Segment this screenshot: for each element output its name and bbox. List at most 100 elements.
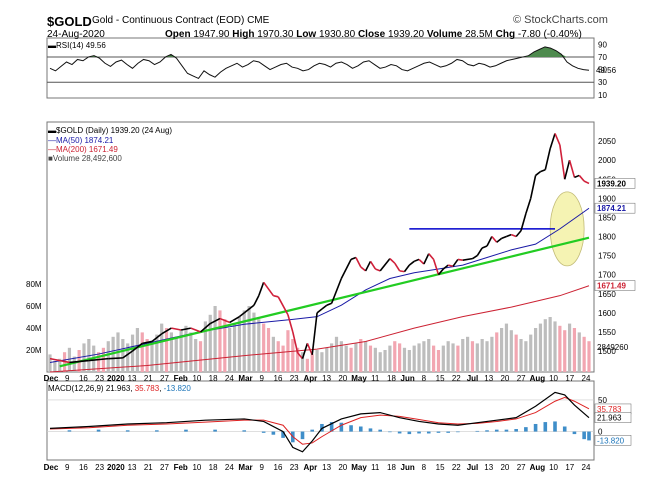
x-tick-label-bottom: 16	[79, 463, 88, 472]
volume-bar	[470, 341, 475, 372]
volume-bar	[271, 336, 275, 372]
price-segment	[408, 260, 415, 266]
price-segment	[574, 174, 580, 179]
signal-val: 35.783	[134, 384, 160, 393]
volume-bar	[344, 345, 348, 372]
volume-bar	[266, 328, 271, 372]
ma200-legend: —MA(200) 1671.49	[48, 145, 118, 154]
macd-hist-bar	[485, 430, 489, 432]
price-segment	[583, 180, 590, 185]
macd-hist-bar	[388, 431, 392, 433]
x-tick-label-bottom: Jun	[401, 463, 415, 472]
volume-bar	[412, 345, 416, 372]
volume-bar	[296, 347, 300, 372]
volume-bar	[67, 347, 72, 372]
x-tick-label-bottom: 15	[436, 463, 445, 472]
volume-bar	[208, 314, 212, 372]
volume-bar	[524, 341, 528, 372]
volume-bar	[393, 341, 397, 372]
volume-bar	[286, 330, 290, 372]
rsi-line	[49, 46, 590, 80]
volume-bar	[237, 317, 241, 372]
instrument-desc: Gold - Continuous Contract (EOD)	[92, 15, 245, 26]
ohlc-row: Open 1947.90 High 1970.30 Low 1930.80 Cl…	[165, 29, 582, 40]
x-tick-label-bottom: 22	[452, 463, 461, 472]
x-tick-label-bottom: 18	[387, 463, 396, 472]
x-tick-label-top: Feb	[174, 374, 188, 383]
x-tick-label-top: 16	[79, 374, 88, 383]
x-tick-label-top: Mar	[238, 374, 252, 383]
x-tick-label-bottom: 13	[484, 463, 493, 472]
price-segment	[108, 357, 123, 360]
price-segment	[238, 312, 245, 318]
price-segment	[311, 312, 318, 355]
x-tick-label-bottom: May	[351, 463, 367, 472]
volume-bar	[427, 339, 431, 372]
price-segment	[209, 317, 221, 325]
macd-tick-label: 0	[598, 428, 603, 437]
volume-bar	[359, 339, 363, 372]
close-value: 1939.20	[387, 29, 425, 40]
rsi-tick-label: 50	[598, 66, 607, 75]
volume-bar	[368, 345, 373, 372]
price-tick-label: 2000	[598, 156, 616, 165]
price-segment	[442, 264, 449, 270]
green-trendline	[59, 236, 590, 368]
x-tick-label-top: 18	[209, 374, 218, 383]
volume-bar	[504, 323, 509, 372]
price-segment	[200, 322, 211, 333]
macd-hist-bar	[446, 431, 450, 433]
x-tick-label-top: May	[351, 374, 367, 383]
volume-bar	[140, 332, 144, 372]
macd-hist-bar	[533, 423, 538, 432]
volume-bar	[446, 341, 450, 372]
open-value: 1947.90	[193, 29, 230, 40]
volume-bar	[242, 310, 246, 372]
macd-hist-bar	[125, 430, 130, 432]
price-segment	[243, 304, 255, 314]
volume-bar	[587, 341, 591, 372]
hist-val: -13.820	[163, 384, 191, 393]
rsi-tick-label: 30	[598, 78, 607, 87]
macd-hist-bar	[426, 431, 431, 434]
macd-hist-bar	[562, 426, 567, 432]
x-tick-label-top: 27	[160, 374, 169, 383]
x-tick-label-bottom: 21	[144, 463, 153, 472]
x-tick-label-top: Apr	[304, 374, 318, 383]
price-tick-label: 1500	[598, 347, 616, 356]
volume-bar	[529, 334, 533, 372]
volume-bar	[203, 321, 207, 372]
volume-bar	[126, 343, 130, 372]
x-tick-label-bottom: Dec	[44, 463, 59, 472]
volume-bar	[281, 345, 285, 372]
x-tick-label-bottom: 18	[209, 463, 218, 472]
price-segment	[132, 342, 143, 352]
price-segment	[316, 308, 323, 314]
price-segment	[506, 233, 512, 238]
x-tick-label-bottom: 24	[225, 463, 234, 472]
low-value: 1930.80	[319, 29, 356, 40]
price-tick-label: 1750	[598, 252, 616, 261]
volume-bar	[53, 361, 57, 372]
x-tick-label-bottom: 20	[338, 463, 347, 472]
macd-hist-bar	[494, 429, 499, 432]
x-tick-label-bottom: 27	[517, 463, 526, 472]
volume-bar	[461, 339, 465, 372]
open-label: Open	[165, 29, 191, 40]
price-segment	[486, 236, 493, 247]
x-tick-label-top: 10	[192, 374, 201, 383]
price-segment	[277, 296, 289, 316]
volume-bar	[320, 352, 324, 372]
chg-label: Chg	[495, 29, 516, 40]
price-tick-label: 2050	[598, 137, 616, 146]
price-segment	[563, 159, 571, 180]
price-segment	[540, 168, 546, 173]
volume-bar	[228, 328, 232, 372]
volume-bar	[135, 328, 140, 372]
volume-bar	[155, 334, 159, 372]
volume-bar	[213, 306, 217, 372]
price-segment	[375, 268, 381, 272]
price-segment	[447, 264, 454, 268]
volume-label: Volume	[426, 29, 463, 40]
price-tick-label: 1850	[598, 213, 616, 222]
